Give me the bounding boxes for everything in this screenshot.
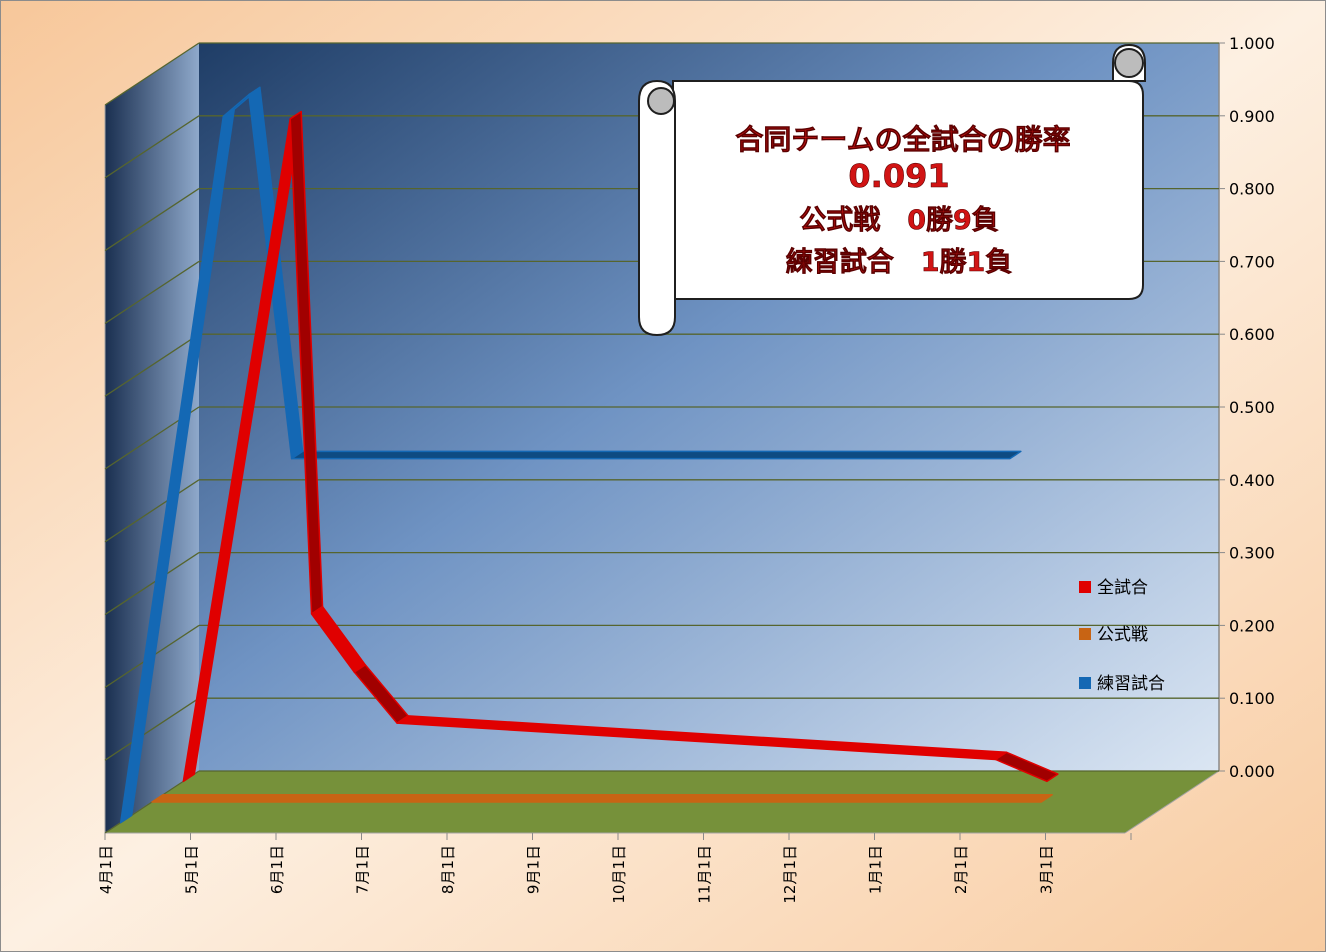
legend: 全試合 公式戦 練習試合 [1079, 578, 1165, 694]
x-tick-label: 11月1日 [696, 845, 714, 904]
y-tick-label: 0.500 [1229, 398, 1275, 417]
gridline-side [104, 552, 200, 616]
y-tick-label: 0.700 [1229, 252, 1275, 271]
x-tick-label: 2月1日 [952, 845, 970, 894]
legend-swatch-official [1079, 628, 1091, 640]
y-tick-label: 1.000 [1229, 34, 1275, 53]
series-segment [994, 751, 1059, 783]
x-tick-label: 4月1日 [97, 845, 115, 894]
scroll-top-curl-inner [1114, 48, 1144, 78]
annotation-scroll: 合同チームの全試合の勝率 0.091 公式戦 0勝9負 練習試合 1勝1負 [638, 43, 1146, 337]
legend-label-all: 全試合 [1097, 578, 1148, 598]
legend-swatch-all [1079, 581, 1091, 593]
annotation-line1: 公式戦 0勝9負 [799, 205, 999, 236]
annotation-line2: 練習試合 1勝1負 [786, 246, 1013, 278]
gridline-side [104, 333, 200, 397]
x-tick-label: 10月1日 [610, 845, 628, 904]
y-tick-label: 0.400 [1229, 471, 1275, 490]
legend-label-practice: 練習試合 [1097, 674, 1165, 694]
annotation-title: 合同チームの全試合の勝率 [735, 123, 1070, 156]
x-tick-label: 7月1日 [354, 845, 372, 894]
x-tick-label: 6月1日 [268, 845, 286, 894]
y-tick-label: 0.000 [1229, 762, 1275, 781]
floor-edge-right [1124, 770, 1220, 834]
legend-label-official: 公式戦 [1097, 625, 1148, 645]
scroll-left-roll [638, 79, 676, 337]
annotation-value: 0.091 [848, 157, 949, 195]
y-tick-label: 0.600 [1229, 325, 1275, 344]
series-ribbon [151, 794, 1053, 803]
scroll-left-roll-inner [647, 87, 675, 115]
x-tick-label: 9月1日 [525, 845, 543, 894]
series-ribbons [119, 86, 1059, 824]
x-tick-label: 1月1日 [867, 845, 885, 894]
series-segment [290, 450, 1022, 460]
y-tick-label: 0.300 [1229, 544, 1275, 563]
gridline-side [104, 42, 200, 106]
gridline-side [104, 188, 200, 252]
gridline-side [104, 479, 200, 543]
gridline-side [104, 697, 200, 761]
x-tick-label: 8月1日 [439, 845, 457, 894]
x-tick-label: 12月1日 [781, 845, 799, 904]
y-tick-label: 0.200 [1229, 616, 1275, 635]
x-tick-label: 3月1日 [1038, 845, 1056, 894]
series-segment [151, 794, 1053, 803]
gridline-side [104, 115, 200, 179]
y-tick-label: 0.100 [1229, 689, 1275, 708]
series-ribbon [182, 110, 1059, 783]
gridline-side [104, 260, 200, 324]
x-tick-label: 5月1日 [183, 845, 201, 894]
legend-swatch-practice [1079, 677, 1091, 689]
y-tick-label: 0.900 [1229, 107, 1275, 126]
x-axis-ticks: 4月1日 5月1日 6月1日 7月1日 8月1日 9月1日 10月1日 11月1日 12月1日 1… [97, 833, 1132, 904]
y-tick-label: 0.800 [1229, 180, 1275, 199]
y-axis-ticks: 0.000 0.100 0.200 0.300 0.400 0.500 0.600 0.700… [1219, 34, 1275, 781]
